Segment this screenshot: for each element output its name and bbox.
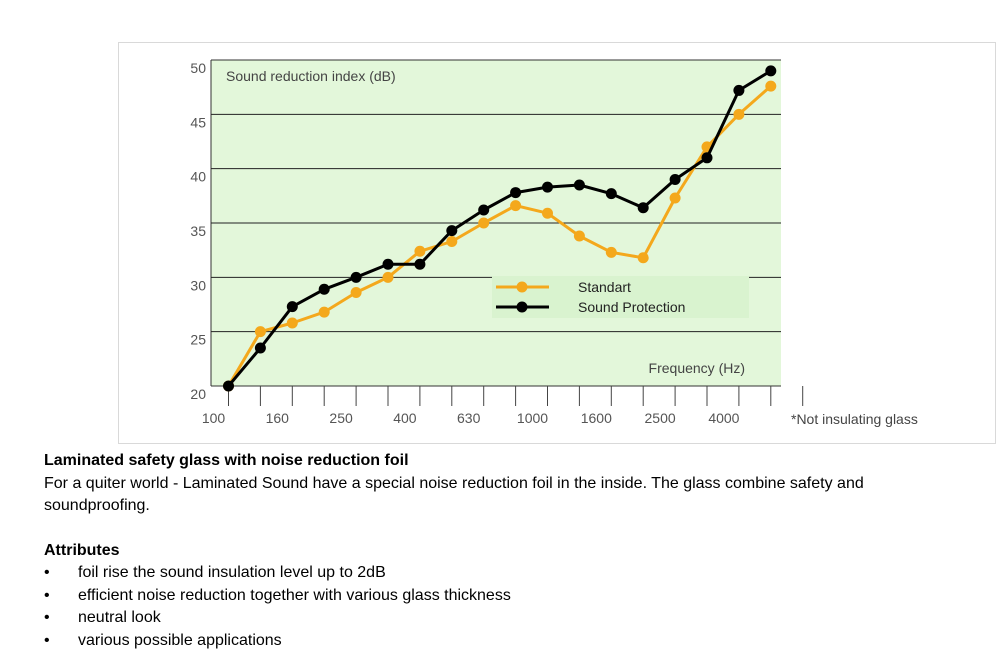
bullet-icon: • [44,586,50,604]
data-point [637,202,649,214]
product-description: Laminated safety glass with noise reduct… [44,450,974,652]
bullet-icon: • [44,609,50,626]
y-tick-label: 50 [190,60,206,76]
x-tick-label: 250 [329,410,353,426]
data-point [254,342,266,354]
data-point [350,271,362,283]
y-tick-label: 25 [190,332,206,348]
data-point [446,235,458,247]
x-tick-label: 2500 [645,410,676,426]
data-point [637,252,649,264]
x-tick-label: 630 [457,410,481,426]
attributes-list: • foil rise the sound insulation level up… [44,562,974,652]
x-tick-label: 400 [393,410,417,426]
data-point [510,187,522,199]
data-point [733,84,745,96]
data-point [765,80,777,92]
bullet-icon: • [44,631,50,649]
legend-swatch-marker [516,301,528,313]
data-point [669,174,681,186]
data-point [223,380,234,392]
chart-panel: 20 25 30 35 40 45 50 100 160 250 400 630 1000 1600 250… [118,42,996,444]
data-point [318,306,330,318]
attribute-text: various possible applications [78,631,282,649]
data-point [414,258,426,270]
x-tick-label: 100 [202,410,226,426]
data-point [478,204,490,216]
data-point [573,179,585,191]
data-point [286,301,298,313]
legend-box [492,276,749,318]
attribute-item: • various possible applications [44,630,974,653]
data-point [382,258,394,270]
x-tick-label: 1600 [581,410,612,426]
legend-swatch-marker [516,281,528,293]
y-tick-label: 45 [190,114,206,130]
y-tick-label: 35 [190,223,206,239]
legend-label: Sound Protection [578,299,685,315]
attribute-text: efficient noise reduction together with … [78,586,511,604]
x-tick-label: 160 [266,410,290,426]
y-axis-label: Sound reduction index (dB) [226,68,396,84]
data-point [510,200,522,212]
series-line [227,84,772,387]
sound-reduction-chart: 20 25 30 35 40 45 50 100 160 250 400 630 1000 1600 250… [190,59,918,427]
y-tick-label: 20 [190,386,206,402]
data-point [286,317,298,329]
data-point [478,217,490,229]
product-paragraph: For a quiter world - Laminated Sound hav… [44,474,864,515]
bullet-icon: • [44,564,50,581]
data-point [701,152,713,164]
data-point [254,326,266,338]
series-line [227,69,772,387]
data-point [765,65,777,77]
y-tick-label: 40 [190,169,206,185]
x-axis-label: Frequency (Hz) [649,360,745,376]
y-tick-label: 30 [190,277,206,293]
attributes-heading: Attributes [44,541,120,559]
legend-label: Standart [578,279,631,295]
data-point [605,188,617,200]
data-point [350,287,362,299]
x-tick-label: 4000 [708,410,739,426]
attribute-text: neutral look [78,609,161,626]
attribute-item: • neutral look [44,607,974,630]
data-point [573,230,585,242]
data-point [318,283,330,295]
data-point [382,271,394,283]
data-point [669,192,681,204]
data-point [542,181,553,193]
x-tick-label: 1000 [517,410,548,426]
attribute-item: • foil rise the sound insulation level up… [44,562,974,585]
attribute-text: foil rise the sound insulation level up … [78,564,386,581]
data-point [414,245,426,257]
data-point [446,225,458,237]
data-point [542,207,553,219]
attribute-item: • efficient noise reduction together with… [44,585,974,608]
product-heading: Laminated safety glass with noise reduct… [44,452,409,469]
data-point [733,108,745,120]
data-point [605,246,617,258]
chart-note: *Not insulating glass [791,411,918,427]
